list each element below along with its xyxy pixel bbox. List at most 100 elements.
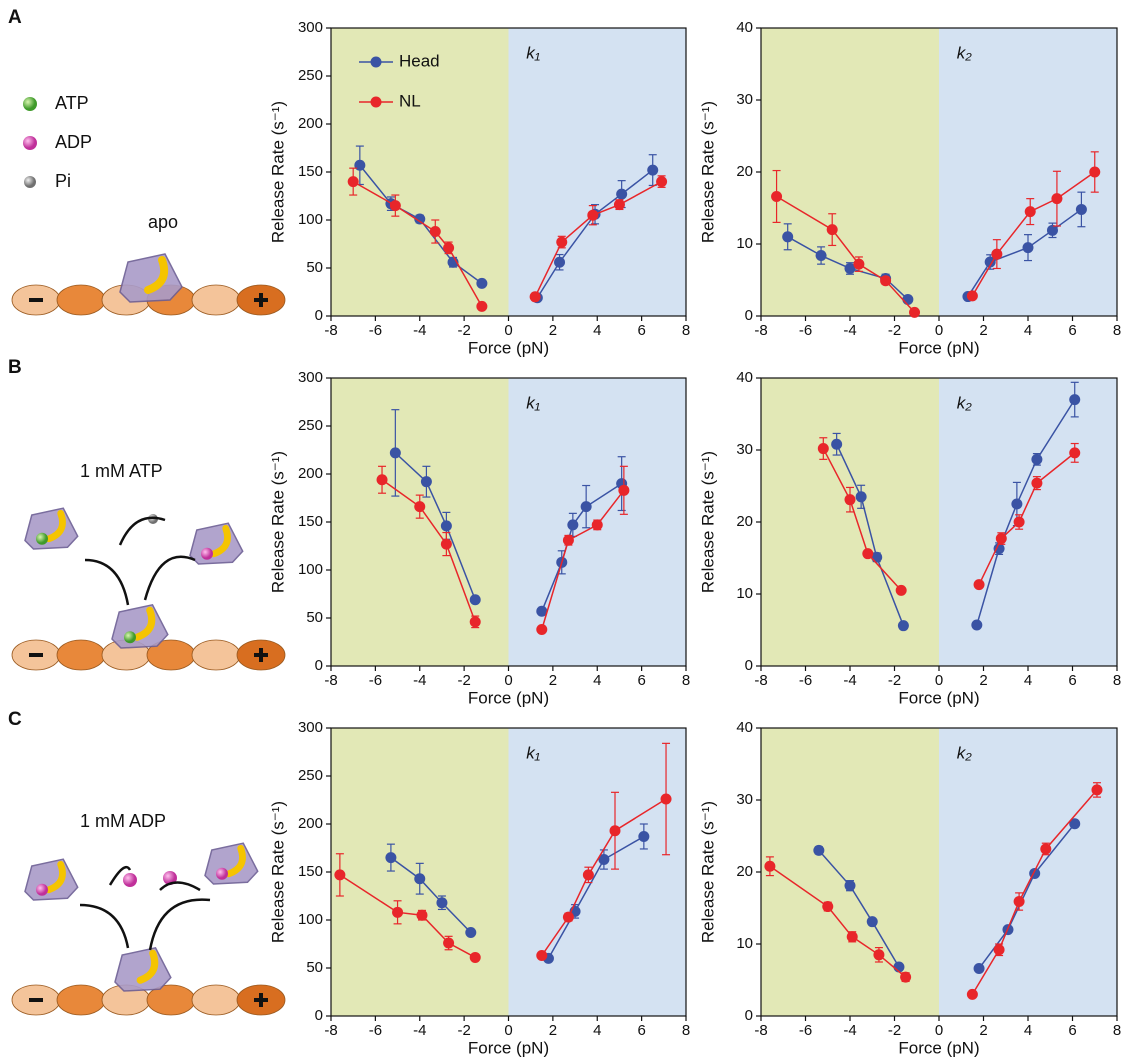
x-tick-label: 2 <box>979 322 987 339</box>
region <box>761 378 939 666</box>
data-point <box>476 277 488 289</box>
legend-marker <box>370 96 382 108</box>
data-point <box>817 443 829 455</box>
motor-head <box>189 522 244 565</box>
adp <box>163 871 177 885</box>
plot-frame <box>330 27 687 317</box>
x-tick-label: -2 <box>888 322 901 339</box>
data-point <box>613 199 625 211</box>
data-point <box>529 291 541 303</box>
y-tick-label: 50 <box>306 609 323 626</box>
y-tick-label: 0 <box>315 657 323 674</box>
x-axis-label: Force (pN) <box>898 1038 979 1057</box>
data-point <box>562 911 574 923</box>
y-tick-label: 20 <box>736 513 753 530</box>
x-tick-label: -8 <box>324 672 337 689</box>
data-point <box>587 209 599 221</box>
x-tick-label: 0 <box>935 322 943 339</box>
x-tick-label: 0 <box>935 672 943 689</box>
data-point <box>1089 166 1101 178</box>
data-point <box>469 594 481 606</box>
legend-label: NL <box>399 91 421 110</box>
data-point <box>536 950 548 962</box>
annotation: k₁ <box>526 43 540 62</box>
arrow <box>148 898 211 951</box>
data-point <box>902 293 914 305</box>
data-point <box>347 176 359 188</box>
data-point <box>966 988 978 1000</box>
x-tick-label: 2 <box>549 1022 557 1039</box>
x-tick-label: -2 <box>888 672 901 689</box>
data-point <box>465 926 477 938</box>
x-tick-label: -4 <box>843 1022 856 1039</box>
data-point <box>880 275 892 287</box>
nucleotide <box>201 547 213 560</box>
y-tick-label: 100 <box>298 211 323 228</box>
data-point <box>1013 896 1025 908</box>
region <box>331 378 509 666</box>
y-tick-label: 200 <box>298 815 323 832</box>
x-tick-label: 6 <box>1068 1022 1076 1039</box>
y-tick-label: 10 <box>736 935 753 952</box>
x-tick-label: 6 <box>1068 322 1076 339</box>
data-point <box>443 937 455 949</box>
data-point <box>822 901 834 913</box>
data-point <box>609 825 621 837</box>
annotation: k₁ <box>526 393 540 412</box>
y-tick-label: 40 <box>736 369 753 386</box>
data-point <box>1069 447 1081 459</box>
arrow <box>118 516 166 546</box>
region <box>331 28 509 316</box>
data-point <box>440 520 452 532</box>
x-tick-label: -8 <box>754 1022 767 1039</box>
y-tick-label: 0 <box>745 307 753 324</box>
data-point <box>815 250 827 262</box>
data-point <box>909 306 921 318</box>
x-tick-label: 0 <box>504 322 512 339</box>
data-point <box>376 474 388 486</box>
data-point <box>1069 394 1081 406</box>
y-tick-label: 40 <box>736 719 753 736</box>
data-point <box>966 290 978 302</box>
tubulin <box>191 639 241 671</box>
data-point <box>414 501 426 513</box>
data-point <box>1075 203 1087 215</box>
data-point <box>436 897 448 909</box>
data-point <box>616 188 628 200</box>
neck-linker <box>225 844 246 878</box>
x-tick-label: 2 <box>979 1022 987 1039</box>
x-tick-label: 4 <box>593 1022 601 1039</box>
neck-linker <box>136 949 159 984</box>
x-tick-label: 2 <box>979 672 987 689</box>
x-tick-label: 4 <box>1024 1022 1032 1039</box>
neck-linker <box>45 860 66 894</box>
data-point <box>846 931 858 943</box>
x-tick-label: 0 <box>935 1022 943 1039</box>
data-point <box>420 476 432 488</box>
y-tick-label: 10 <box>736 585 753 602</box>
y-tick-label: 250 <box>298 767 323 784</box>
data-point <box>1011 498 1023 510</box>
tubulin <box>56 284 106 316</box>
motor-head <box>119 253 183 303</box>
data-point <box>554 256 566 268</box>
y-tick-label: 250 <box>298 417 323 434</box>
x-tick-label: -2 <box>457 672 470 689</box>
x-tick-label: 0 <box>504 672 512 689</box>
diagrams <box>11 253 286 1016</box>
x-tick-label: -6 <box>369 322 382 339</box>
y-tick-label: 50 <box>306 259 323 276</box>
x-tick-label: 8 <box>682 1022 690 1039</box>
y-axis-label: Release Rate (s⁻¹) <box>698 101 717 243</box>
data-point <box>1046 224 1058 236</box>
x-tick-label: 8 <box>1113 1022 1121 1039</box>
x-tick-label: -2 <box>457 1022 470 1039</box>
x-tick-label: 0 <box>504 1022 512 1039</box>
data-point <box>389 200 401 212</box>
data-point <box>826 224 838 236</box>
x-tick-label: -6 <box>799 322 812 339</box>
x-axis-label: Force (pN) <box>468 338 549 357</box>
y-tick-label: 200 <box>298 115 323 132</box>
x-tick-label: -8 <box>324 322 337 339</box>
